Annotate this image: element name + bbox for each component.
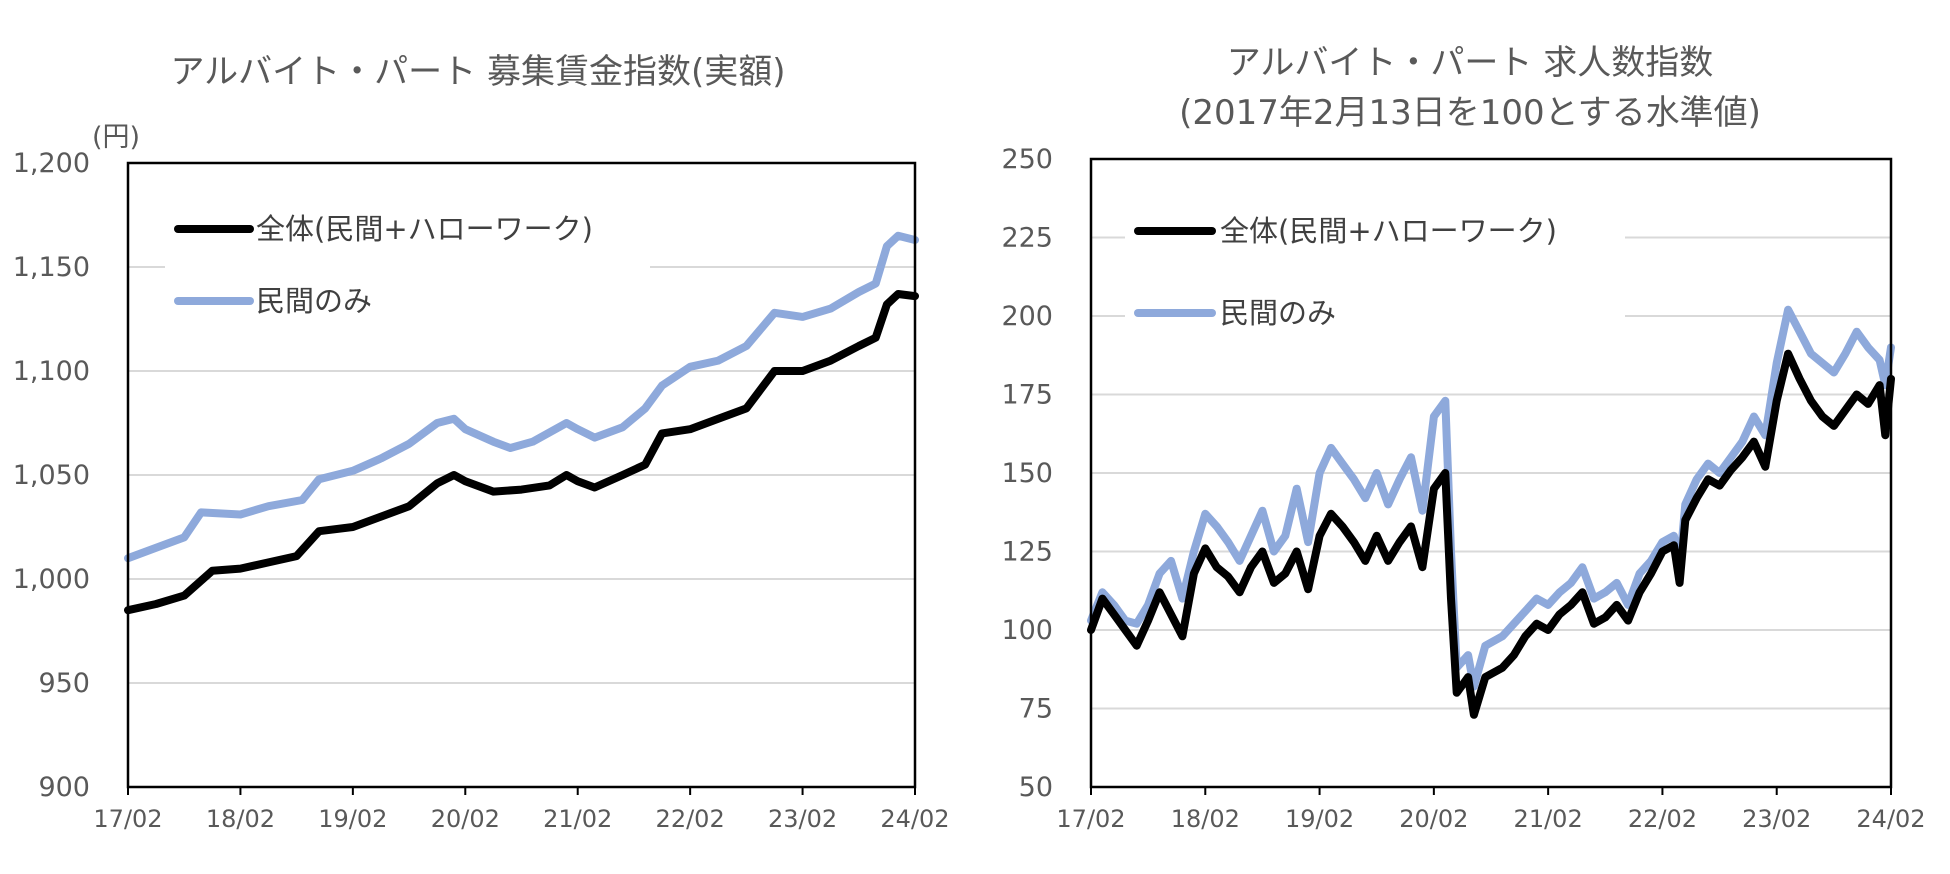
plot-area-border — [1089, 157, 1893, 789]
y-tick-label: 1,200 — [13, 148, 90, 179]
y-tick-label: 1,150 — [13, 252, 90, 283]
series-lines — [124, 231, 919, 615]
x-tick-label: 17/02 — [93, 805, 162, 833]
x-tick-label: 18/02 — [206, 805, 275, 833]
legend-label-series-1: 民間のみ — [256, 284, 372, 318]
y-tick-label: 125 — [1001, 537, 1053, 568]
x-tick-label: 22/02 — [656, 805, 725, 833]
y-tick-label: 900 — [38, 772, 90, 803]
x-tick-label: 23/02 — [1742, 805, 1811, 833]
y-axis: 50 75 100 125 150 175 200 225 250 — [1001, 144, 1053, 803]
legend-label-series-1: 民間のみ — [1220, 296, 1336, 330]
chart-title: アルバイト・パート 求人数指数 — [1227, 43, 1713, 83]
y-axis: 900 950 1,000 1,050 1,100 1,150 1,200 — [13, 148, 90, 803]
x-tick-label: 17/02 — [1056, 805, 1125, 833]
x-tick-label: 19/02 — [1285, 805, 1354, 833]
x-tick-label: 24/02 — [880, 805, 949, 833]
x-tick-label: 20/02 — [431, 805, 500, 833]
series-line-1 — [1087, 305, 1895, 691]
y-tick-label: 50 — [1019, 772, 1053, 803]
y-tick-label: 1,100 — [13, 356, 90, 387]
x-tick-label: 24/02 — [1856, 805, 1925, 833]
legend-label-series-0: 全体(民間+ハローワーク) — [256, 212, 593, 246]
y-tick-label: 250 — [1001, 144, 1053, 175]
x-tick-label: 22/02 — [1628, 805, 1697, 833]
x-tick-label: 23/02 — [768, 805, 837, 833]
x-tick-label: 20/02 — [1399, 805, 1468, 833]
x-axis: 17/02 18/02 19/02 20/02 21/02 22/02 23/02 24/02 — [93, 787, 950, 833]
x-axis: 17/02 18/02 19/02 20/02 21/02 22/02 23/02 24/02 — [1056, 787, 1926, 833]
x-tick-label: 21/02 — [543, 805, 612, 833]
series-line-0 — [124, 290, 919, 615]
series-lines — [1087, 305, 1895, 719]
y-tick-label: 100 — [1001, 615, 1053, 646]
plot-area-border — [126, 161, 917, 789]
y-tick-label: 150 — [1001, 458, 1053, 489]
gridlines — [128, 266, 915, 684]
chart-job-count-index: アルバイト・パート 求人数指数 (2017年2月13日を100とする水準値) 5… — [1001, 43, 1925, 833]
legend: 全体(民間+ハローワーク) 民間のみ — [1125, 205, 1625, 330]
chart-subtitle: (2017年2月13日を100とする水準値) — [1179, 93, 1761, 133]
x-tick-label: 19/02 — [318, 805, 387, 833]
chart-title: アルバイト・パート 募集賃金指数(実額) — [171, 52, 786, 92]
y-tick-label: 200 — [1001, 301, 1053, 332]
y-tick-label: 950 — [38, 668, 90, 699]
y-tick-label: 1,050 — [13, 460, 90, 491]
y-tick-label: 225 — [1001, 223, 1053, 254]
series-line-1 — [124, 231, 919, 563]
y-axis-unit-label: (円) — [92, 122, 140, 153]
y-tick-label: 175 — [1001, 380, 1053, 411]
x-tick-label: 21/02 — [1514, 805, 1583, 833]
series-line-0 — [1087, 349, 1895, 719]
legend-label-series-0: 全体(民間+ハローワーク) — [1220, 214, 1557, 248]
chart-wage-index: アルバイト・パート 募集賃金指数(実額) (円) 900 950 1,000 1,05… — [13, 52, 950, 833]
legend: 全体(民間+ハローワーク) 民間のみ — [165, 205, 650, 325]
x-tick-label: 18/02 — [1171, 805, 1240, 833]
y-tick-label: 1,000 — [13, 564, 90, 595]
y-tick-label: 75 — [1019, 694, 1053, 725]
